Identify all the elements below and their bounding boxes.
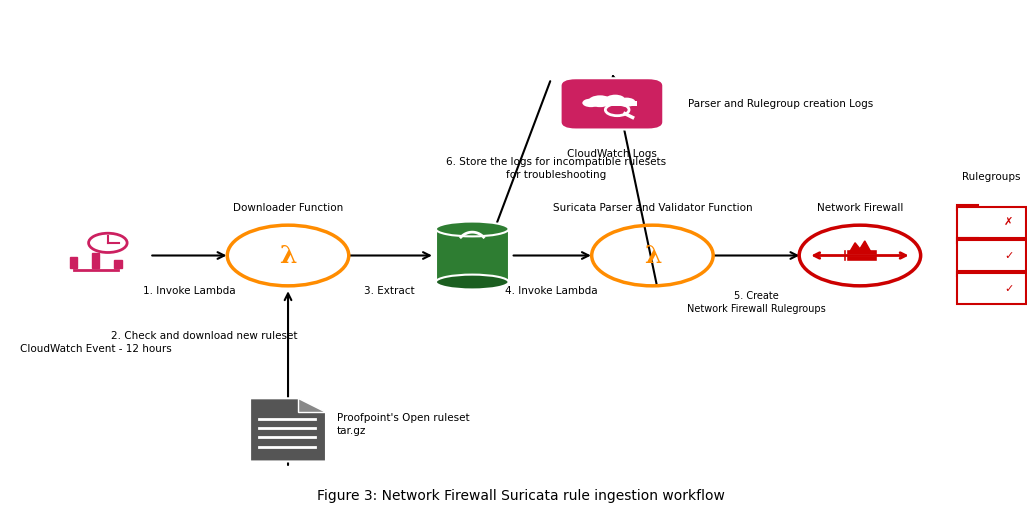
Circle shape <box>618 98 636 107</box>
Bar <box>587 101 637 106</box>
Bar <box>436 229 508 282</box>
Text: 6. Store the logs for incompatible rulesets
for troubleshooting: 6. Store the logs for incompatible rules… <box>446 157 666 180</box>
Bar <box>846 249 876 254</box>
Ellipse shape <box>436 222 508 237</box>
Text: Suricata Parser and Validator Function: Suricata Parser and Validator Function <box>553 202 753 213</box>
Text: Network Firewall: Network Firewall <box>817 202 903 213</box>
Text: 5. Create
Network Firewall Rulegroups: 5. Create Network Firewall Rulegroups <box>688 291 826 314</box>
Text: Figure 3: Network Firewall Suricata rule ingestion workflow: Figure 3: Network Firewall Suricata rule… <box>317 489 725 503</box>
Text: 3. Extract: 3. Extract <box>364 286 414 296</box>
Bar <box>957 273 1026 305</box>
Text: Parser and Rulegroup creation Logs: Parser and Rulegroup creation Logs <box>688 99 873 109</box>
Text: 4. Invoke Lambda: 4. Invoke Lambda <box>505 286 598 296</box>
Bar <box>957 238 977 243</box>
Circle shape <box>583 99 599 107</box>
Bar <box>957 206 1026 238</box>
Bar <box>957 205 977 210</box>
Text: CloudWatch Logs: CloudWatch Logs <box>567 149 657 159</box>
Bar <box>92 253 100 268</box>
Circle shape <box>589 96 612 107</box>
Polygon shape <box>298 398 326 412</box>
Text: Proofpoint's Open ruleset
tar.gz: Proofpoint's Open ruleset tar.gz <box>336 413 469 436</box>
Text: ✗: ✗ <box>1004 217 1013 227</box>
FancyBboxPatch shape <box>561 78 663 129</box>
Text: 1. Invoke Lambda: 1. Invoke Lambda <box>142 286 235 296</box>
Bar <box>843 255 873 261</box>
Circle shape <box>605 95 625 105</box>
Text: 2. Check and download new ruleset: 2. Check and download new ruleset <box>111 331 297 341</box>
Ellipse shape <box>436 274 508 289</box>
Text: Downloader Function: Downloader Function <box>233 202 343 213</box>
Circle shape <box>799 225 921 286</box>
Text: ✓: ✓ <box>1004 250 1013 261</box>
Text: CloudWatch Event - 12 hours: CloudWatch Event - 12 hours <box>20 344 171 354</box>
Bar <box>957 240 1026 271</box>
Bar <box>957 272 977 276</box>
Bar <box>70 257 77 268</box>
Bar <box>114 260 122 268</box>
Text: Rulegroups: Rulegroups <box>962 172 1021 182</box>
Text: ✓: ✓ <box>1004 284 1013 294</box>
Polygon shape <box>251 398 326 461</box>
Text: λ: λ <box>279 244 297 267</box>
Bar <box>843 249 873 254</box>
Text: λ: λ <box>643 244 661 267</box>
Bar <box>846 255 876 261</box>
Polygon shape <box>849 241 871 253</box>
